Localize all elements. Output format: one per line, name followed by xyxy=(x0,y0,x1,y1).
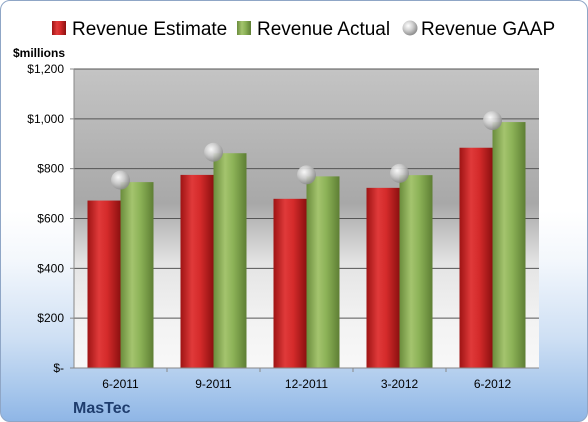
marker-revenue-gaap-6-2011 xyxy=(111,170,130,190)
bar-revenue-actual-3-2012 xyxy=(399,175,433,368)
legend-label-actual: Revenue Actual xyxy=(257,19,390,40)
legend-label-estimate: Revenue Estimate xyxy=(72,19,227,40)
bar-revenue-estimate-9-2011 xyxy=(180,174,214,368)
y-tick-label: $200 xyxy=(37,311,64,325)
marker-revenue-gaap-6-2012 xyxy=(483,111,502,131)
gaap-markers xyxy=(111,111,502,190)
y-axis-ticks: $- $200 $400 $600 $800 $1,000 $1,200 xyxy=(27,62,74,375)
bar-revenue-actual-6-2012 xyxy=(492,122,526,368)
x-tick-label: 3-2012 xyxy=(381,377,419,391)
y-tick-label: $600 xyxy=(37,212,64,226)
bar-revenue-estimate-3-2012 xyxy=(366,187,400,368)
x-tick-label: 12-2011 xyxy=(285,377,328,391)
marker-revenue-gaap-3-2012 xyxy=(390,163,409,183)
y-tick-label: $1,200 xyxy=(27,62,64,76)
y-tick-label: $1,000 xyxy=(27,112,64,126)
marker-revenue-gaap-12-2011 xyxy=(297,165,316,185)
bars xyxy=(87,122,526,368)
legend: Revenue Estimate Revenue Actual Revenue … xyxy=(52,19,555,40)
x-tick-label: 6-2011 xyxy=(102,377,139,391)
y-axis-units-label: $millions xyxy=(13,46,65,60)
bar-revenue-actual-6-2011 xyxy=(120,182,154,368)
legend-swatch-estimate xyxy=(52,21,66,35)
legend-label-gaap: Revenue GAAP xyxy=(421,19,555,40)
legend-swatch-actual xyxy=(237,21,251,35)
bar-revenue-estimate-12-2011 xyxy=(273,198,307,368)
bar-revenue-actual-9-2011 xyxy=(213,153,247,368)
x-tick-label: 9-2011 xyxy=(195,377,232,391)
y-tick-label: $- xyxy=(53,361,64,375)
x-tick-label: 6-2012 xyxy=(474,377,512,391)
company-name: MasTec xyxy=(73,400,131,417)
legend-swatch-gaap xyxy=(402,20,418,36)
y-tick-label: $400 xyxy=(37,261,64,275)
marker-revenue-gaap-9-2011 xyxy=(204,142,223,162)
bar-revenue-actual-12-2011 xyxy=(306,176,340,368)
bar-revenue-estimate-6-2012 xyxy=(459,147,493,368)
bar-revenue-estimate-6-2011 xyxy=(87,200,121,368)
x-axis-ticks: 6-2011 9-2011 12-2011 3-2012 6-2012 xyxy=(102,368,512,391)
y-tick-label: $800 xyxy=(37,162,64,176)
